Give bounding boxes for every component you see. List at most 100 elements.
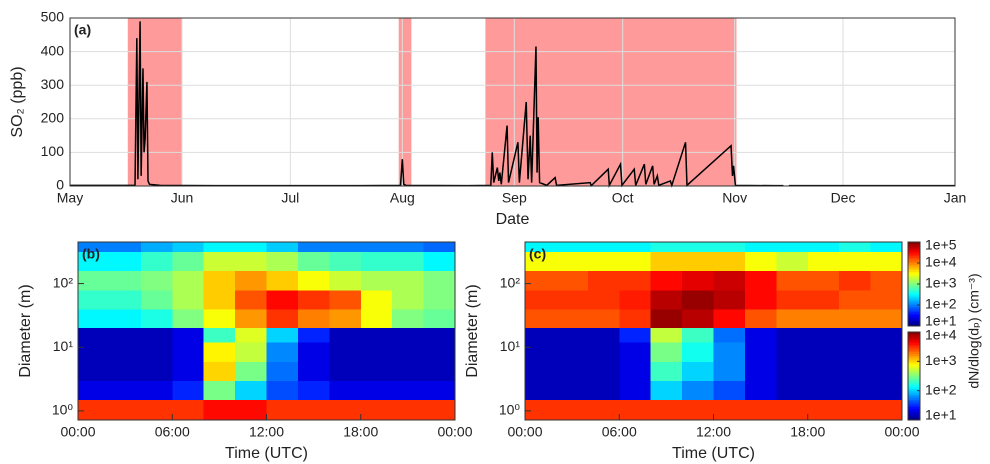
heatmap-cell xyxy=(776,308,809,329)
heatmap-cell xyxy=(744,361,777,382)
colorbar-swatch xyxy=(908,370,920,373)
colorbar-swatch xyxy=(908,357,920,360)
heatmap-cell xyxy=(392,328,425,343)
colorbar-swatch xyxy=(908,282,920,285)
colorbar-swatch xyxy=(908,410,920,414)
colorbar-swatch xyxy=(908,416,920,419)
heatmap-cell xyxy=(235,251,267,272)
heatmap-cell xyxy=(776,328,809,343)
heatmap-cell xyxy=(525,289,557,310)
heatmap-cell xyxy=(172,289,205,310)
colorbar-swatch xyxy=(908,245,920,248)
colorbar-swatch xyxy=(908,394,920,397)
heatmap-cell xyxy=(587,342,620,362)
colorbar-swatch xyxy=(908,372,920,375)
shaded-period xyxy=(398,18,412,186)
heatmap-cell xyxy=(744,242,777,252)
colorbar-swatch xyxy=(908,278,920,281)
heatmap-cell xyxy=(587,251,620,272)
heatmap-cell xyxy=(525,361,557,382)
heatmap-cell xyxy=(556,289,589,310)
heatmap-cell xyxy=(266,242,299,252)
heatmap-cell xyxy=(329,251,362,272)
x-tick-label: 00:00 xyxy=(507,424,542,440)
colorbar-swatch xyxy=(908,418,920,421)
heatmap-cell xyxy=(650,251,683,272)
heatmap-cell xyxy=(203,399,236,421)
heatmap-cell xyxy=(203,251,236,272)
heatmap-cell xyxy=(713,251,746,272)
heatmap-cell xyxy=(682,361,714,382)
heatmap-cell xyxy=(329,289,362,310)
heatmap-cell xyxy=(329,328,362,343)
heatmap-cell xyxy=(392,251,425,272)
heatmap-cell xyxy=(297,251,330,272)
y-tick-label: 500 xyxy=(41,9,65,25)
heatmap-cell xyxy=(172,380,205,401)
heatmap-cell xyxy=(203,242,236,252)
heatmap-cell xyxy=(172,251,205,272)
heatmap-cell xyxy=(619,380,652,401)
heatmap-cell xyxy=(266,308,299,329)
colorbar-swatch xyxy=(908,250,920,253)
colorbar-swatch xyxy=(908,390,920,393)
heatmap-cell xyxy=(140,308,173,329)
colorbar-swatch xyxy=(908,273,920,276)
plot-frame xyxy=(524,241,903,421)
heatmap-cell xyxy=(392,308,425,329)
heatmap-cell xyxy=(619,270,652,291)
heatmap-cell xyxy=(744,251,777,272)
colorbar-swatch xyxy=(908,289,920,292)
colorbar-swatch xyxy=(908,242,920,245)
x-tick-label: Oct xyxy=(612,190,634,206)
heatmap-cell xyxy=(776,361,809,382)
heatmap-cell xyxy=(203,380,236,401)
y-tick-label: 10¹ xyxy=(53,338,74,354)
panel-label: (a) xyxy=(74,22,91,38)
heatmap-cell xyxy=(140,270,173,291)
colorbar-swatch xyxy=(908,284,920,287)
colorbar-swatch xyxy=(908,287,920,290)
heatmap-cell xyxy=(78,251,110,272)
heatmap-cell xyxy=(109,328,142,343)
colorbar-swatch xyxy=(908,412,920,415)
heatmap-cell xyxy=(807,289,840,310)
heatmap-cell xyxy=(423,399,456,421)
heatmap-cell xyxy=(807,399,840,421)
colorbar-swatch xyxy=(908,305,920,308)
heatmap-cell xyxy=(203,342,236,362)
x-tick-label: 00:00 xyxy=(60,424,95,440)
x-tick-label: 12:00 xyxy=(696,424,731,440)
y-tick-label: 10⁰ xyxy=(499,402,521,418)
colorbar-swatch xyxy=(908,285,920,288)
heatmap-cell xyxy=(650,380,683,401)
heatmap-cell xyxy=(360,289,393,310)
heatmap-cell xyxy=(360,342,393,362)
colorbar-swatch xyxy=(908,291,920,294)
colorbar-swatch xyxy=(908,277,920,280)
y-axis-label: SO₂ (ppb) xyxy=(9,66,26,137)
heatmap-cell xyxy=(235,399,267,421)
heatmap-cell xyxy=(266,380,299,401)
colorbar-swatch xyxy=(908,361,920,364)
colorbar-swatch xyxy=(908,324,920,327)
colorbar-swatch xyxy=(908,399,920,403)
heatmap-cell xyxy=(109,270,142,291)
heatmap-cell xyxy=(870,289,903,310)
heatmap-cell xyxy=(744,380,777,401)
heatmap-cell xyxy=(713,399,746,421)
heatmap-cell xyxy=(423,242,456,252)
heatmap-cell xyxy=(266,270,299,291)
colorbar-swatch xyxy=(908,359,920,362)
colorbar-swatch xyxy=(908,366,920,370)
heatmap-cell xyxy=(235,361,267,382)
heatmap-cell xyxy=(650,289,683,310)
colorbar-swatch xyxy=(908,339,920,342)
colorbar-swatch xyxy=(908,368,920,371)
colorbar-swatch xyxy=(908,346,920,349)
heatmap-cell xyxy=(619,328,652,343)
heatmap-cell xyxy=(203,308,236,329)
heatmap-cell xyxy=(807,328,840,343)
colorbar-tick-label: 1e+4 xyxy=(925,327,957,343)
heatmap-cell xyxy=(423,380,456,401)
